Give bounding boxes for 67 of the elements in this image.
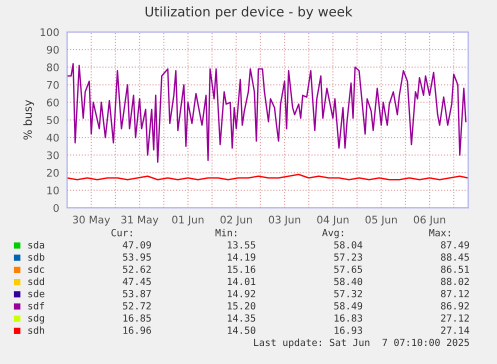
- x-tick-label: 05 Jun: [366, 216, 397, 226]
- y-tick-label: 80: [46, 63, 59, 72]
- x-tick-label: 06 Jun: [414, 216, 446, 226]
- legend-label: sdg: [28, 314, 44, 324]
- legend-label: sdb: [28, 253, 44, 261]
- text: 16.96: [123, 326, 151, 334]
- y-tick-label: 20: [46, 168, 59, 177]
- text: 15.16: [228, 266, 256, 273]
- y-tick-label: 30: [46, 151, 59, 160]
- text: 57.23: [334, 253, 362, 261]
- text: 27.12: [441, 314, 469, 322]
- legend-label: sdh: [28, 326, 44, 334]
- legend-label: sda: [28, 241, 44, 249]
- text: 16.85: [123, 314, 151, 322]
- text: 14.50: [228, 326, 256, 334]
- text: 57.65: [334, 266, 362, 273]
- text: 53.95: [123, 253, 151, 261]
- y-tick-label: 50: [47, 116, 59, 124]
- y-tick-label: 60: [46, 98, 59, 106]
- text: 47.09: [122, 241, 151, 249]
- text: 47.45: [122, 278, 151, 286]
- legend-label: sde: [28, 290, 44, 298]
- x-tick-label: 30 May: [73, 216, 110, 226]
- legend-label: sdd: [28, 278, 44, 286]
- y-tick-label: 40: [46, 134, 59, 142]
- y-tick-label: 10: [47, 186, 59, 194]
- text: 58.04: [334, 241, 362, 249]
- line-series: [67, 62, 467, 163]
- text: 87.49: [441, 241, 470, 249]
- legend-label: sdc: [28, 265, 44, 273]
- text: 86.51: [441, 266, 470, 273]
- text: Last update: Sat Jun 7 07:10:00 2025: [254, 338, 469, 348]
- text: 16.83: [334, 314, 362, 322]
- chart-title: Utilization per device - by week: [146, 6, 352, 20]
- x-tick-label: 01 Jun: [172, 216, 204, 226]
- legend-label: sdf: [28, 302, 44, 310]
- text: 13.55: [228, 241, 256, 249]
- text: 57.32: [334, 290, 362, 298]
- text: 15.20: [228, 302, 256, 310]
- text: 14.19: [228, 253, 256, 261]
- x-tick-label: 31 May: [121, 216, 158, 226]
- y-axis-title: % busy: [23, 100, 34, 140]
- y-tick-label: 100: [40, 28, 59, 36]
- y-tick-label: 70: [47, 81, 59, 89]
- text: 88.45: [441, 253, 469, 261]
- text: Min:: [216, 228, 236, 236]
- x-tick-label: 04 Jun: [317, 216, 348, 226]
- text: 52.62: [123, 266, 151, 273]
- text: 58.49: [334, 302, 362, 310]
- text: 58.40: [334, 278, 362, 286]
- text: 16.93: [334, 326, 362, 334]
- text: 14.01: [228, 278, 256, 286]
- text: 87.12: [441, 290, 469, 298]
- y-tick-label: 0: [54, 204, 59, 212]
- text: 27.14: [441, 326, 470, 334]
- text: 88.02: [441, 278, 469, 286]
- text: Max:: [429, 229, 450, 236]
- text: 14.92: [228, 290, 256, 298]
- x-tick-label: 03 Jun: [268, 216, 300, 226]
- text: Cur:: [111, 229, 132, 236]
- text: 14.35: [228, 314, 256, 322]
- x-tick-label: 02 Jun: [220, 216, 252, 226]
- y-tick-label: 90: [46, 46, 59, 54]
- text: 53.87: [123, 290, 151, 298]
- text: 86.92: [441, 302, 469, 310]
- text: Avg:: [322, 229, 344, 238]
- text: 52.72: [123, 302, 151, 310]
